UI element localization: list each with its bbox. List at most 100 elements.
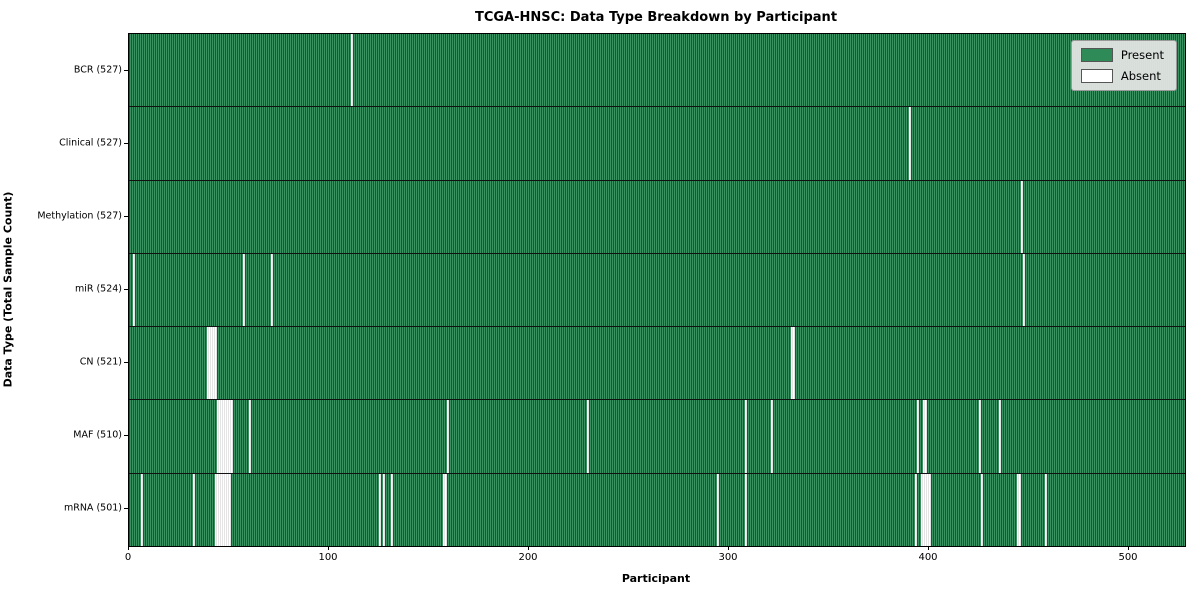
- absent-bar: [745, 400, 747, 473]
- x-tick-mark: [1128, 546, 1129, 550]
- absent-bar: [1045, 473, 1047, 546]
- heatmap-row-mrna: [129, 473, 1185, 546]
- absent-bar: [227, 473, 229, 546]
- absent-bar: [927, 473, 929, 546]
- absent-bar: [229, 473, 231, 546]
- row-label-cn: CN (521): [79, 356, 122, 368]
- absent-bar: [231, 400, 233, 473]
- absent-bar: [791, 327, 793, 400]
- absent-bar: [209, 327, 211, 400]
- absent-bar: [915, 473, 917, 546]
- legend-swatch-present-icon: [1080, 48, 1113, 62]
- absent-bar: [243, 253, 245, 327]
- absent-bar: [1021, 180, 1023, 253]
- legend-label-absent: Absent: [1120, 69, 1161, 83]
- absent-bar: [229, 400, 231, 473]
- row-label-mrna: mRNA (501): [63, 502, 122, 514]
- x-tick-label: 500: [1118, 552, 1138, 563]
- row-label-methylation: Methylation (527): [37, 210, 122, 222]
- y-tick-mark: [124, 508, 128, 510]
- absent-bar: [745, 473, 747, 546]
- x-tick-label: 400: [918, 552, 938, 563]
- absent-bar: [351, 34, 353, 107]
- legend-label-present: Present: [1120, 48, 1164, 62]
- absent-bar: [141, 473, 143, 546]
- plot-area: Present Absent: [128, 33, 1186, 547]
- legend-entry-absent: Absent: [1080, 69, 1164, 83]
- heatmap-row-clinical: [129, 107, 1185, 181]
- absent-bar: [925, 473, 927, 546]
- absent-bar: [717, 473, 719, 546]
- x-tick-label: 200: [518, 552, 538, 563]
- heatmap-row-bcr: [129, 34, 1185, 108]
- absent-bar: [219, 473, 221, 546]
- absent-bar: [133, 253, 135, 327]
- absent-bar: [221, 473, 223, 546]
- absent-bar: [981, 473, 983, 546]
- absent-bar: [215, 473, 217, 546]
- absent-bar: [923, 400, 925, 473]
- absent-bar: [587, 400, 589, 473]
- heatmap-row-mir: [129, 253, 1185, 328]
- absent-bar: [211, 327, 213, 400]
- x-tick-label: 0: [124, 552, 132, 563]
- heatmap-row-cn: [129, 327, 1185, 401]
- absent-bar: [909, 107, 911, 180]
- y-tick-mark: [124, 435, 128, 437]
- legend-entry-present: Present: [1080, 48, 1164, 62]
- x-tick-mark: [128, 546, 129, 550]
- absent-bar: [1017, 473, 1019, 546]
- absent-bar: [379, 473, 381, 546]
- absent-bar: [1019, 473, 1021, 546]
- absent-bar: [271, 253, 273, 327]
- absent-bar: [227, 400, 229, 473]
- absent-bar: [193, 473, 195, 546]
- absent-bar: [249, 400, 251, 473]
- x-tick-label: 100: [318, 552, 338, 563]
- absent-bar: [921, 473, 923, 546]
- absent-bar: [225, 400, 227, 473]
- absent-bar: [217, 400, 219, 473]
- absent-bar: [1023, 253, 1025, 327]
- row-label-mir: miR (524): [74, 283, 122, 295]
- absent-bar: [225, 473, 227, 546]
- absent-bar: [445, 473, 447, 546]
- x-axis-label: Participant: [621, 572, 691, 585]
- x-tick-mark: [528, 546, 529, 550]
- chart-title: TCGA-HNSC: Data Type Breakdown by Partic…: [474, 10, 838, 25]
- y-tick-mark: [124, 142, 128, 144]
- legend-swatch-absent-icon: [1080, 69, 1113, 83]
- y-tick-mark: [124, 362, 128, 364]
- y-tick-mark: [124, 215, 128, 217]
- legend: Present Absent: [1070, 40, 1177, 91]
- x-tick-mark: [328, 546, 329, 550]
- x-tick-mark: [928, 546, 929, 550]
- absent-bar: [929, 473, 931, 546]
- heatmap-row-methylation: [129, 180, 1185, 254]
- absent-bar: [979, 400, 981, 473]
- x-tick-label: 300: [718, 552, 738, 563]
- absent-bar: [391, 473, 393, 546]
- absent-bar: [447, 400, 449, 473]
- absent-bar: [223, 400, 225, 473]
- row-label-clinical: Clinical (527): [59, 137, 122, 149]
- absent-bar: [219, 400, 221, 473]
- absent-bar: [999, 400, 1001, 473]
- y-tick-mark: [124, 289, 128, 290]
- heatmap-rows: [129, 34, 1185, 546]
- absent-bar: [221, 400, 223, 473]
- absent-bar: [925, 400, 927, 473]
- absent-bar: [223, 473, 225, 546]
- row-label-maf: MAF (510): [73, 429, 122, 441]
- row-label-bcr: BCR (527): [73, 64, 122, 76]
- absent-bar: [215, 327, 217, 400]
- absent-bar: [923, 473, 925, 546]
- x-tick-mark: [728, 546, 729, 550]
- y-tick-mark: [124, 69, 128, 71]
- absent-bar: [917, 400, 919, 473]
- absent-bar: [383, 473, 385, 546]
- heatmap-row-maf: [129, 400, 1185, 474]
- absent-bar: [793, 327, 795, 400]
- absent-bar: [217, 473, 219, 546]
